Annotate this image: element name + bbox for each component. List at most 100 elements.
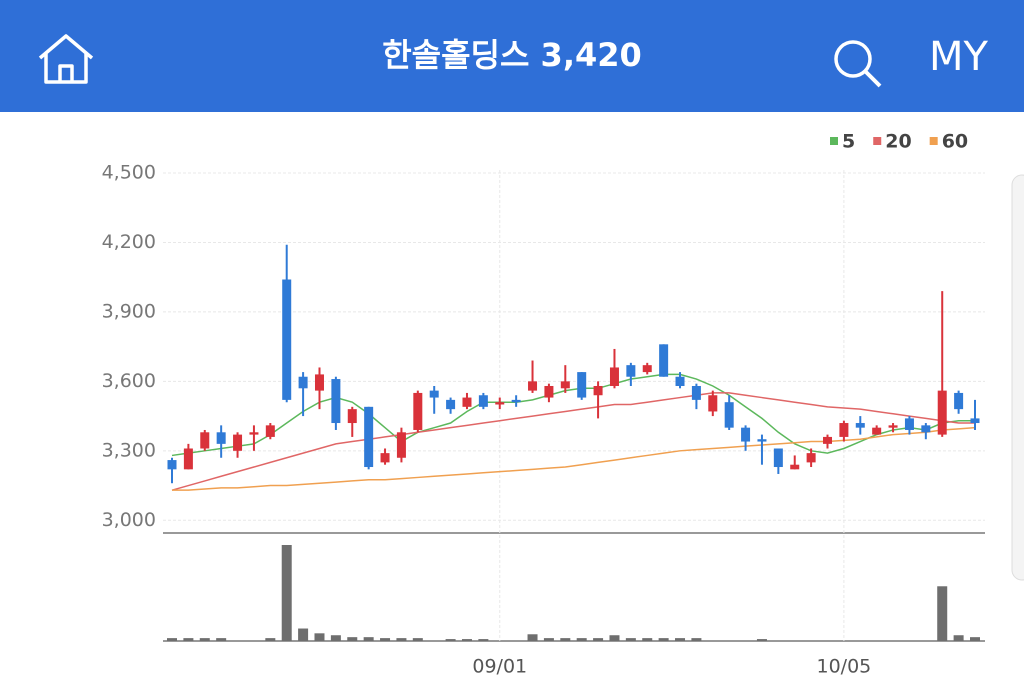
candle-body xyxy=(839,423,849,437)
page-title: 한솔홀딩스 3,420 xyxy=(382,36,642,74)
volume-bar xyxy=(298,628,309,641)
candle-body xyxy=(888,425,898,428)
candle-body xyxy=(937,390,947,435)
legend-label: 20 xyxy=(885,131,911,153)
candle-body xyxy=(691,385,701,400)
legend-swatch xyxy=(929,137,938,145)
candle-body xyxy=(265,425,275,437)
candle-body xyxy=(347,409,357,424)
candle-body xyxy=(773,448,783,468)
y-tick-label: 4,500 xyxy=(102,162,156,184)
y-tick-label: 3,600 xyxy=(102,370,156,392)
legend-swatch xyxy=(873,137,882,145)
candle-body xyxy=(216,432,226,444)
candle-body xyxy=(806,453,816,463)
candle-body xyxy=(609,367,619,386)
legend-label: 60 xyxy=(942,131,968,153)
candle-body xyxy=(954,392,964,410)
ma-line xyxy=(171,392,975,491)
candle-body xyxy=(675,376,685,386)
volume-bar xyxy=(527,634,538,641)
candle-body xyxy=(364,406,374,468)
candle-body xyxy=(413,392,423,430)
ma-line xyxy=(172,426,976,491)
volume-bar xyxy=(461,639,472,641)
candle-body xyxy=(446,399,456,410)
volume-bar xyxy=(970,637,980,641)
candle-body xyxy=(249,432,259,435)
volume-bar xyxy=(953,635,964,641)
volume-bar xyxy=(412,638,423,641)
volume-bar xyxy=(445,639,456,641)
candle-body xyxy=(790,464,800,470)
candle-body xyxy=(380,453,390,463)
volume-bar xyxy=(265,638,276,641)
volume-bar xyxy=(478,639,489,641)
volume-bar xyxy=(543,638,554,641)
volume-bar xyxy=(625,638,636,641)
candle-body xyxy=(708,395,718,412)
volume-bar xyxy=(691,638,702,641)
y-tick-label: 3,900 xyxy=(102,300,156,322)
candle-body xyxy=(429,390,439,398)
candle-body xyxy=(872,427,882,435)
volume-bar xyxy=(380,638,391,641)
candle-body xyxy=(921,425,931,433)
candle-body xyxy=(478,395,488,407)
volume-bar xyxy=(675,638,686,641)
volume-bar xyxy=(396,638,407,641)
candle-body xyxy=(904,418,914,430)
scrollbar xyxy=(1011,174,1024,581)
volume-bar xyxy=(167,638,177,641)
candle-body xyxy=(659,344,669,377)
x-tick-label: 09/01 xyxy=(472,656,527,678)
y-tick-label: 3,000 xyxy=(102,509,156,531)
candle-body xyxy=(593,385,603,396)
volume-bar xyxy=(642,638,653,641)
candle-body xyxy=(577,372,587,398)
volume-bar xyxy=(576,638,587,641)
volume-bar xyxy=(199,638,210,641)
candle-body xyxy=(511,399,521,403)
volume-bar xyxy=(609,635,620,641)
candle-body xyxy=(282,279,292,400)
home-icon[interactable] xyxy=(36,32,96,86)
volume-bar xyxy=(363,637,374,641)
volume-bar xyxy=(756,639,767,641)
legend-label: 5 xyxy=(842,131,855,153)
candle-body xyxy=(855,423,865,428)
volume-bar xyxy=(937,586,948,641)
candle-body xyxy=(167,460,177,470)
volume-bar xyxy=(314,633,325,641)
search-icon[interactable] xyxy=(832,38,884,90)
candle-body xyxy=(495,402,505,405)
volume-bar xyxy=(216,638,227,641)
candle-body xyxy=(200,432,210,449)
candle-body xyxy=(626,365,636,377)
candle-body xyxy=(560,381,570,389)
candle-body xyxy=(757,439,767,442)
y-tick-label: 3,300 xyxy=(102,439,156,461)
legend-swatch xyxy=(830,137,838,145)
y-tick-label: 4,200 xyxy=(102,231,156,253)
header-bar: 한솔홀딩스 3,420 MY xyxy=(0,0,1024,112)
ma-line xyxy=(171,373,975,457)
candle-body xyxy=(741,427,751,442)
volume-bar xyxy=(281,545,292,641)
volume-bar xyxy=(330,635,341,641)
candle-body xyxy=(233,434,243,451)
candle-body xyxy=(462,397,472,407)
candle-body xyxy=(183,448,193,470)
candle-body xyxy=(298,376,308,389)
my-button[interactable]: MY xyxy=(929,34,988,80)
candle-body xyxy=(331,379,341,424)
volume-bar xyxy=(560,638,571,641)
candle-body xyxy=(724,402,734,428)
candle-body xyxy=(823,436,833,444)
candle-body xyxy=(528,381,538,391)
chart: 3,000 3,300 3,600 3,900 4,200 4,500 09/01 10/05… xyxy=(102,131,1024,678)
volume-bar xyxy=(183,638,194,641)
candle-body xyxy=(396,432,406,458)
candle-body xyxy=(544,385,554,398)
